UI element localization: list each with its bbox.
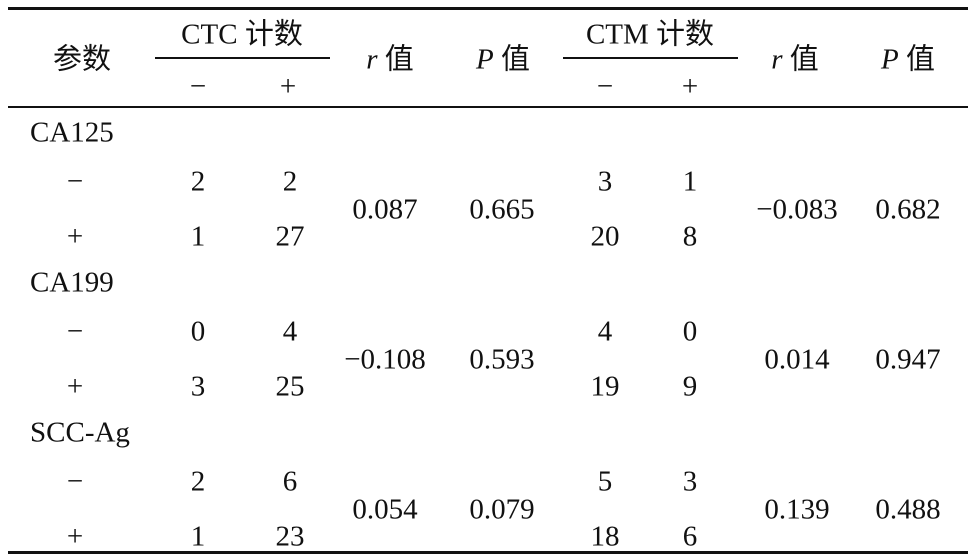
header-pos: +: [681, 70, 699, 103]
r-symbol: r: [771, 43, 783, 76]
ctm-r: 0.014: [764, 343, 830, 376]
ctm-count: 4: [597, 315, 613, 348]
ctc-count: 25: [275, 370, 305, 403]
ctm-count: 1: [682, 165, 698, 198]
ctm-count: 18: [590, 520, 620, 553]
ctm-count: 6: [682, 520, 698, 553]
ctm-count: 3: [597, 165, 613, 198]
p-symbol: P: [881, 43, 899, 76]
ctc-count: 6: [282, 465, 298, 498]
ctc-count: 4: [282, 315, 298, 348]
header-rule: [8, 106, 968, 108]
suffix: 值: [500, 43, 530, 76]
ctc-p: 0.079: [469, 493, 535, 526]
header-ctc: CTC 计数: [181, 18, 303, 51]
ctc-count: 2: [190, 165, 206, 198]
sign: +: [66, 220, 84, 253]
ctm-count: 8: [682, 220, 698, 253]
suffix: 值: [384, 43, 414, 76]
bottom-rule: [8, 551, 968, 554]
ctm-count: 20: [590, 220, 620, 253]
group-name: SCC-Ag: [30, 416, 130, 449]
suffix: 值: [905, 43, 935, 76]
header-p: P 值: [476, 43, 530, 76]
ctm-count: 3: [682, 465, 698, 498]
ctc-count: 23: [275, 520, 305, 553]
header-neg: −: [596, 70, 614, 103]
ctm-rule: [563, 57, 738, 59]
ctc-r: −0.108: [344, 343, 426, 376]
ctm-p: 0.947: [875, 343, 941, 376]
r-symbol: r: [366, 43, 378, 76]
ctm-count: 0: [682, 315, 698, 348]
ctm-count: 19: [590, 370, 620, 403]
ctc-count: 27: [275, 220, 305, 253]
header-param: 参数: [52, 43, 112, 76]
ctc-count: 3: [190, 370, 206, 403]
ctc-count: 1: [190, 220, 206, 253]
ctc-count: 0: [190, 315, 206, 348]
ctm-p: 0.488: [875, 493, 941, 526]
group-name: CA199: [30, 266, 114, 299]
sign: −: [66, 165, 84, 198]
ctm-p: 0.682: [875, 193, 941, 226]
ctm-r: −0.083: [756, 193, 838, 226]
sign: −: [66, 315, 84, 348]
header-neg: −: [189, 70, 207, 103]
header-pos: +: [279, 70, 297, 103]
header-p: P 值: [881, 43, 935, 76]
group-name: CA125: [30, 116, 114, 149]
sign: +: [66, 370, 84, 403]
ctc-r: 0.087: [352, 193, 418, 226]
header-r: r 值: [366, 43, 414, 76]
ctc-count: 2: [190, 465, 206, 498]
ctc-p: 0.593: [469, 343, 535, 376]
header-r: r 值: [771, 43, 819, 76]
ctm-r: 0.139: [764, 493, 830, 526]
ctc-rule: [155, 57, 330, 59]
ctc-count: 1: [190, 520, 206, 553]
top-rule: [8, 7, 968, 10]
sign: −: [66, 465, 84, 498]
header-ctm: CTM 计数: [585, 18, 715, 51]
ctc-count: 2: [282, 165, 298, 198]
p-symbol: P: [476, 43, 494, 76]
sign: +: [66, 520, 84, 553]
ctm-count: 9: [682, 370, 698, 403]
ctc-p: 0.665: [469, 193, 535, 226]
ctc-r: 0.054: [352, 493, 418, 526]
ctm-count: 5: [597, 465, 613, 498]
suffix: 值: [789, 43, 819, 76]
